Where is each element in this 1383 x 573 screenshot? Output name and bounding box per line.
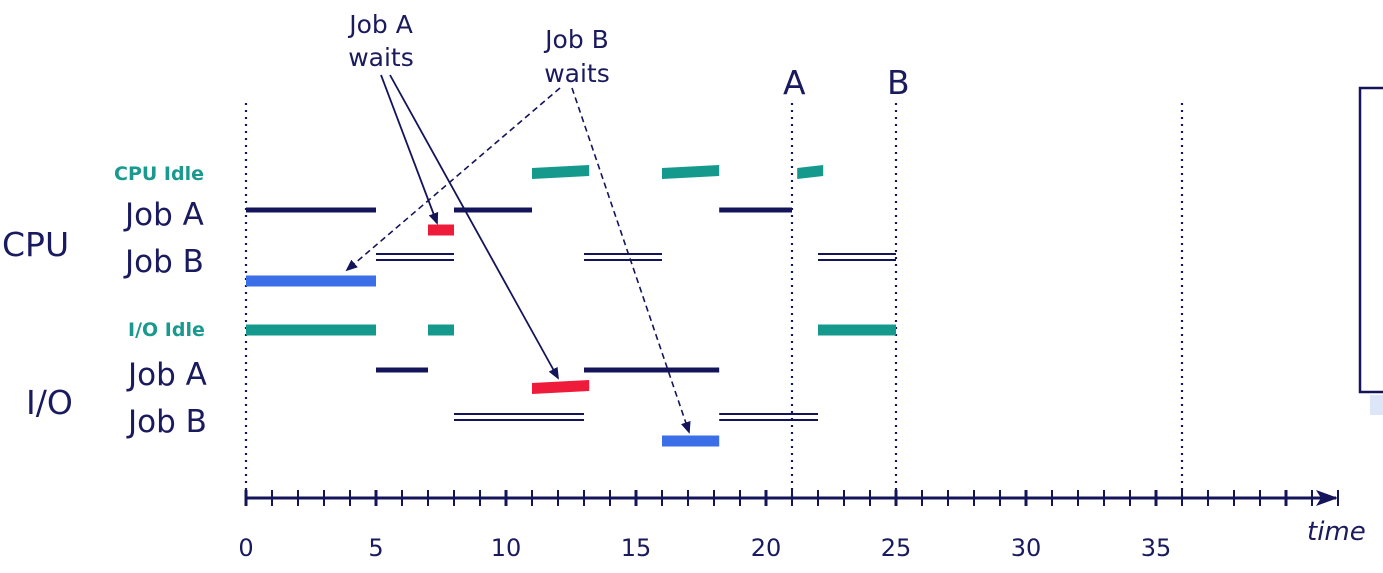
job-b-waits-line1: Job B [543, 25, 609, 54]
job-a-wait-arrow-io [389, 74, 559, 380]
cpu-job-a-label: Job A [123, 197, 204, 233]
marker-b-label: B [887, 63, 910, 102]
axis-tick-label: 25 [881, 534, 912, 562]
job-a-wait-arrow-cpu [380, 74, 439, 225]
axis-tick-label: 10 [491, 534, 522, 562]
time-axis-label: time [1307, 517, 1366, 547]
io-group-label: I/O [26, 383, 73, 422]
axis-tick-label: 15 [621, 534, 652, 562]
io-idle-bar [246, 324, 376, 336]
axis-tick-label: 5 [368, 534, 383, 562]
job-a-waits-line2: waits [348, 43, 414, 72]
io-job-b-run-bar [662, 435, 720, 447]
axis-tick-label: 30 [1011, 534, 1042, 562]
job-b-wait-arrow-cpu [345, 87, 561, 272]
io-job-a-run-bar [376, 367, 428, 373]
io-idle-bar [428, 324, 454, 336]
io-job-a-run-bar [584, 367, 720, 373]
cpu-job-a-run-bar [719, 207, 792, 213]
cpu-idle-bar [797, 165, 824, 179]
cpu-job-a-run-bar [246, 207, 376, 213]
cpu-job-b-label: Job B [123, 244, 204, 280]
io-job-a-label: Job A [126, 357, 207, 393]
legend-box-edge [1358, 86, 1383, 394]
io-job-a-wait-bar [532, 380, 590, 394]
cpu-job-a-wait-bar [428, 224, 454, 236]
axis-ticks [244, 490, 1339, 506]
job-a-waits-line1: Job A [347, 10, 413, 39]
timeline-bars [246, 165, 896, 447]
job-b-wait-arrow-io [571, 87, 691, 434]
cpu-job-b-run-bar [246, 275, 376, 287]
io-idle-label: I/O Idle [128, 319, 205, 341]
cpu-job-a-run-bar [454, 207, 532, 213]
axis-tick-label: 0 [238, 534, 253, 562]
io-job-b-label: Job B [126, 404, 207, 440]
legend-box-shadow [1370, 395, 1383, 415]
cpu-idle-label: CPU Idle [114, 163, 204, 185]
axis-tick-label: 35 [1141, 534, 1172, 562]
axis-tick-labels: 0 5 10 15 20 25 30 35 [238, 534, 1171, 562]
dotted-time-markers [244, 103, 1184, 498]
io-idle-bar [818, 324, 896, 336]
axis-tick-label: 20 [751, 534, 782, 562]
cpu-idle-bar [662, 165, 720, 179]
cpu-group-label: CPU [2, 225, 69, 264]
marker-a-label: A [783, 63, 806, 102]
job-b-waits-line2: waits [544, 59, 610, 88]
cpu-idle-bar [532, 165, 590, 179]
